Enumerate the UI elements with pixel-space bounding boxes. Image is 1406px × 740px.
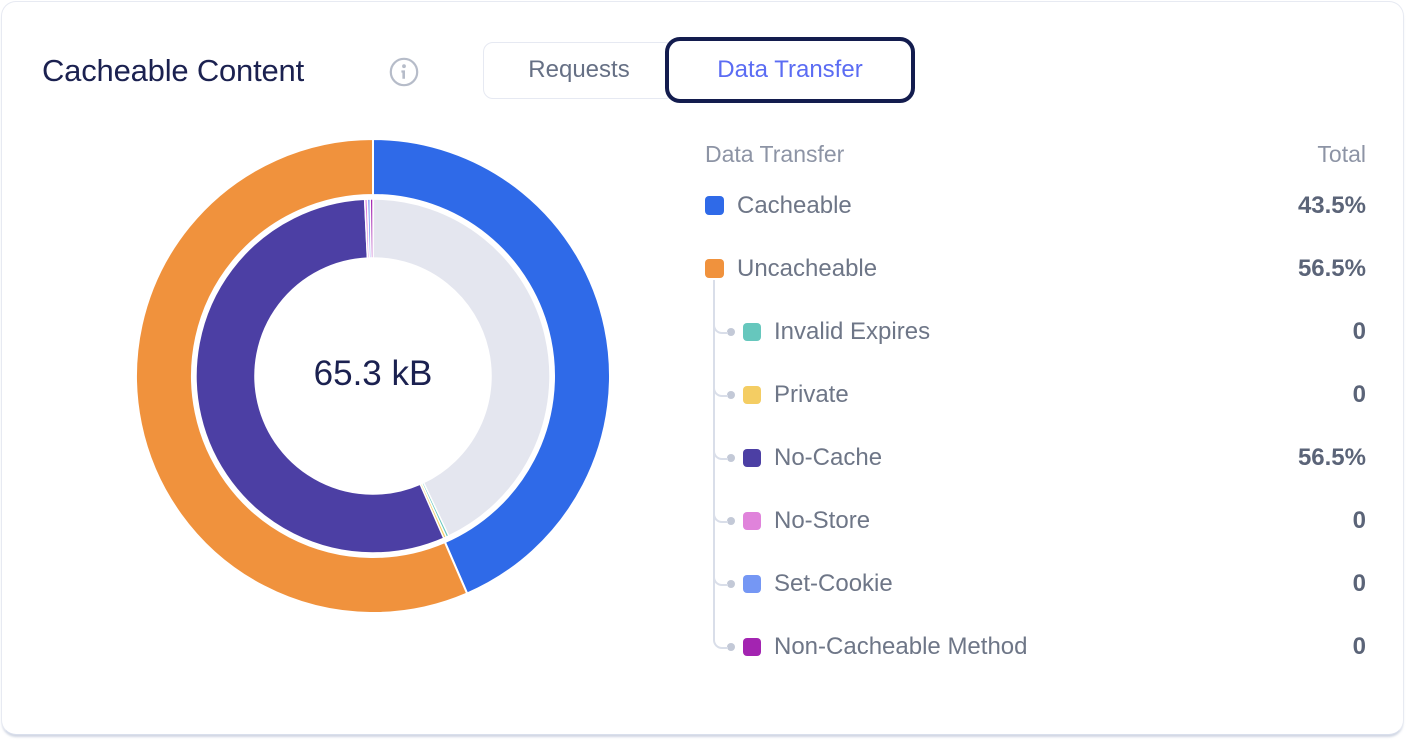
tree-connector (705, 280, 743, 363)
legend-label: No-Store (774, 506, 871, 534)
tree-dot-icon (727, 390, 735, 399)
donut-center-total: 65.3 kB (313, 354, 433, 393)
legend-value: 43.5% (1297, 191, 1366, 219)
tab-data-transfer[interactable]: Data Transfer (665, 37, 915, 103)
tab-requests[interactable]: Requests (483, 41, 675, 99)
legend-header-total: Total (1317, 141, 1366, 167)
legend-label: Invalid Expires (774, 317, 931, 345)
tree-connector (705, 426, 743, 489)
legend-swatch-icon (743, 637, 761, 656)
tree-dot-icon (727, 327, 735, 336)
legend-swatch-icon (743, 574, 761, 593)
legend-row[interactable]: No-Cache 56.5% (705, 426, 1366, 489)
legend-label: Set-Cookie (774, 569, 893, 597)
tree-dot-icon (727, 642, 735, 651)
tree-connector (705, 489, 743, 552)
legend-label: No-Cache (774, 443, 883, 471)
legend-label: Non-Cacheable Method (774, 632, 1028, 660)
legend-row[interactable]: Non-Cacheable Method 0 (705, 615, 1366, 678)
legend-label: Private (774, 380, 849, 408)
tree-connector (705, 615, 743, 678)
legend-row[interactable]: Uncacheable 56.5% (705, 237, 1366, 300)
view-toggle: Requests Data Transfer (483, 37, 915, 103)
page-title: Cacheable Content (42, 53, 305, 88)
legend-rows: Cacheable 43.5% Uncacheable 56.5% Invali… (705, 174, 1366, 678)
donut-chart[interactable] (135, 138, 611, 614)
legend-swatch-icon (743, 511, 761, 530)
legend-swatch-icon (705, 259, 724, 278)
donut-segment-non-cacheable-method[interactable] (369, 198, 374, 259)
legend-header: Data Transfer Total (705, 138, 1366, 171)
legend-row[interactable]: No-Store 0 (705, 489, 1366, 552)
legend-value: 0 (1352, 506, 1366, 534)
legend-swatch-icon (743, 448, 761, 467)
legend-label: Uncacheable (737, 254, 878, 282)
legend-row[interactable]: Private 0 (705, 363, 1366, 426)
donut-segment-no-cache[interactable] (195, 198, 445, 554)
legend-value: 0 (1352, 569, 1366, 597)
tab-requests-label: Requests (528, 56, 630, 83)
legend-value: 56.5% (1297, 254, 1366, 282)
legend-row[interactable]: Invalid Expires 0 (705, 280, 1366, 363)
tab-data-transfer-label: Data Transfer (717, 56, 863, 83)
tree-connector (705, 363, 743, 426)
legend-row[interactable]: Cacheable 43.5% (705, 174, 1366, 237)
legend-swatch-icon (743, 322, 761, 341)
donut-segment-cacheable[interactable] (372, 138, 611, 595)
legend-value: 56.5% (1297, 443, 1366, 471)
legend-label: Cacheable (737, 191, 852, 219)
legend-swatch-icon (705, 196, 724, 215)
tree-dot-icon (727, 453, 735, 462)
legend-value: 0 (1352, 317, 1366, 345)
info-button[interactable] (388, 56, 420, 88)
legend: Data Transfer Total Cacheable 43.5% Unca… (705, 138, 1366, 678)
donut-segment-cacheable[interactable] (372, 198, 551, 537)
legend-header-metric: Data Transfer (705, 141, 845, 167)
donut-segment-uncacheable[interactable] (135, 138, 469, 614)
legend-swatch-icon (743, 385, 761, 404)
tree-dot-icon (727, 579, 735, 588)
info-circle-icon (389, 57, 419, 87)
tree-connector (705, 552, 743, 615)
legend-row[interactable]: Set-Cookie 0 (705, 552, 1366, 615)
legend-value: 0 (1352, 632, 1366, 660)
tree-dot-icon (727, 516, 735, 525)
legend-value: 0 (1352, 380, 1366, 408)
